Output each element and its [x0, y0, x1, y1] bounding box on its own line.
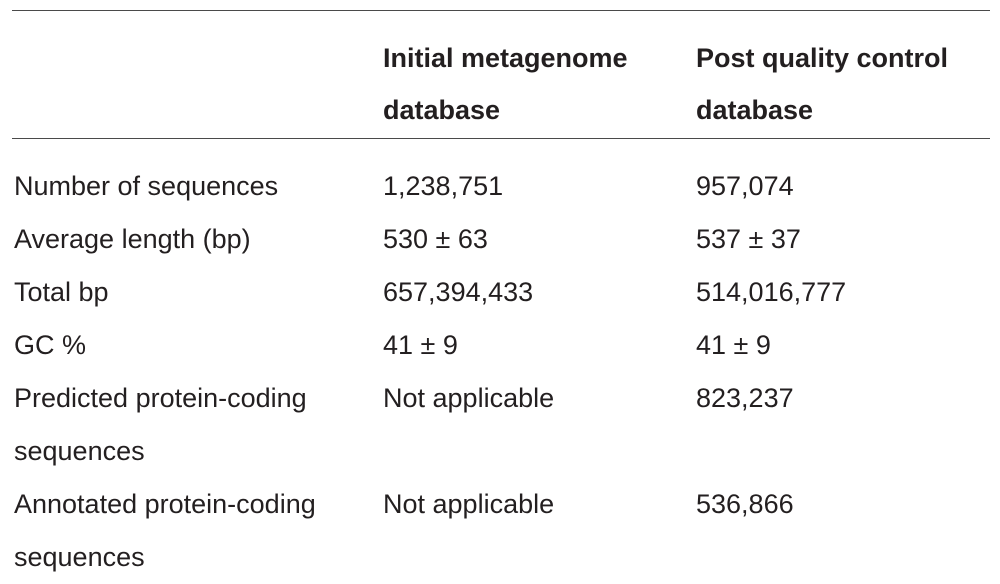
post-value: 536,866 [696, 489, 794, 519]
initial-value: 1,238,751 [383, 171, 504, 201]
row-label: Predicted protein-coding sequences [14, 383, 307, 466]
post-value: 41 ± 9 [696, 330, 771, 360]
row-label: Number of sequences [14, 171, 279, 201]
row-label: Annotated protein-coding sequences [14, 489, 316, 572]
row-label: GC % [14, 330, 87, 360]
initial-value: Not applicable [383, 489, 555, 519]
row-label: Average length (bp) [14, 224, 251, 254]
initial-value: Not applicable [383, 383, 555, 413]
header-initial-database: Initial metagenome database [383, 43, 628, 125]
initial-value: 530 ± 63 [383, 224, 488, 254]
header-rule [12, 138, 990, 139]
initial-value: 41 ± 9 [383, 330, 458, 360]
post-value: 823,237 [696, 383, 794, 413]
header-post-qc-database: Post quality control database [696, 43, 949, 125]
row-label: Total bp [14, 277, 109, 307]
top-rule [12, 10, 990, 11]
post-value: 514,016,777 [696, 277, 847, 307]
post-value: 537 ± 37 [696, 224, 801, 254]
post-value: 957,074 [696, 171, 794, 201]
initial-value: 657,394,433 [383, 277, 534, 307]
